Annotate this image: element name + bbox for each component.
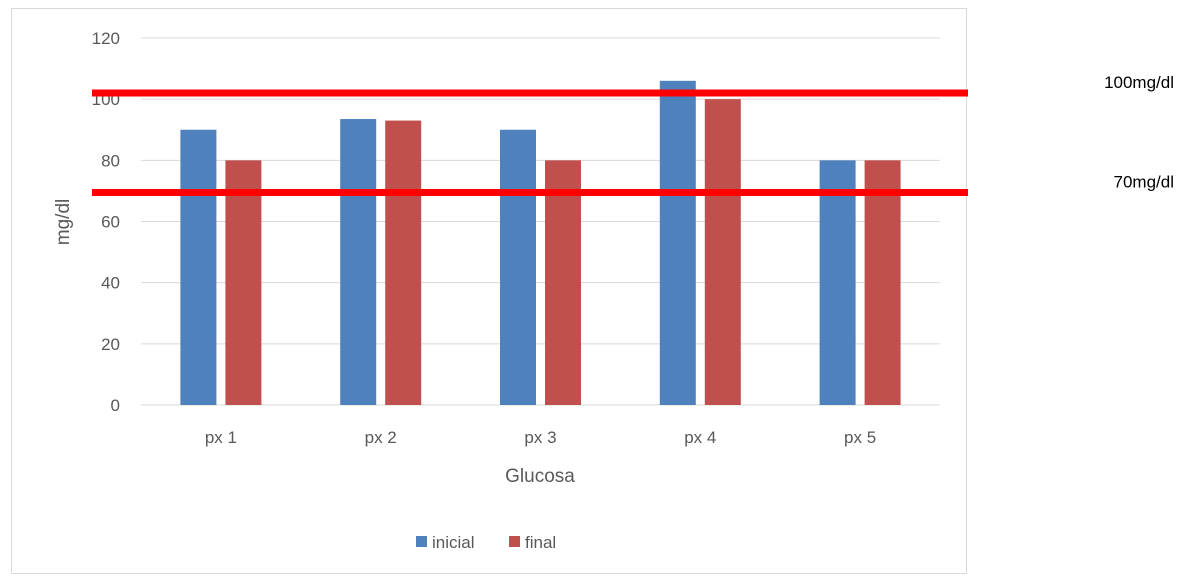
y-axis-title: mg/dl: [53, 199, 74, 245]
bar-final-3: [545, 160, 581, 405]
legend-label: inicial: [432, 533, 475, 552]
x-axis-title: Glucosa: [505, 466, 575, 487]
gridlines: [141, 37, 940, 406]
bar-final-2: [385, 120, 422, 405]
x-tick-label: px 4: [684, 428, 716, 447]
y-tick-label: 80: [101, 151, 120, 170]
x-tick-label: px 1: [205, 428, 237, 447]
reference-line-label: 70mg/dl: [1114, 172, 1174, 191]
chart-area: [11, 8, 967, 574]
y-tick-label: 20: [101, 335, 120, 354]
reference-lines: 100mg/dl 70mg/dl: [92, 73, 1174, 196]
bar-inicial-5: [819, 160, 856, 405]
bar-inicial-4: [659, 80, 696, 406]
y-tick-label: 120: [92, 29, 120, 48]
bars: [180, 80, 901, 406]
x-tick-label: px 2: [365, 428, 397, 447]
reference-line-label: 100mg/dl: [1104, 73, 1174, 92]
x-tick-labels: px 1 px 2 px 3 px 4 px 5: [205, 428, 876, 447]
x-tick-label: px 5: [844, 428, 876, 447]
legend: inicial final: [416, 533, 556, 552]
legend-label: final: [525, 533, 556, 552]
y-tick-label: 40: [101, 274, 120, 293]
bar-inicial-1: [180, 129, 217, 405]
bar-final-5: [864, 160, 901, 405]
x-tick-label: px 3: [524, 428, 556, 447]
bar-inicial-3: [500, 129, 536, 405]
y-tick-label: 0: [111, 396, 120, 415]
y-tick-label: 60: [101, 213, 120, 232]
bar-final-1: [225, 160, 262, 405]
bar-inicial-2: [340, 119, 377, 405]
bar-final-4: [704, 99, 741, 406]
legend-swatch-inicial: [416, 536, 427, 547]
legend-swatch-final: [509, 536, 520, 547]
